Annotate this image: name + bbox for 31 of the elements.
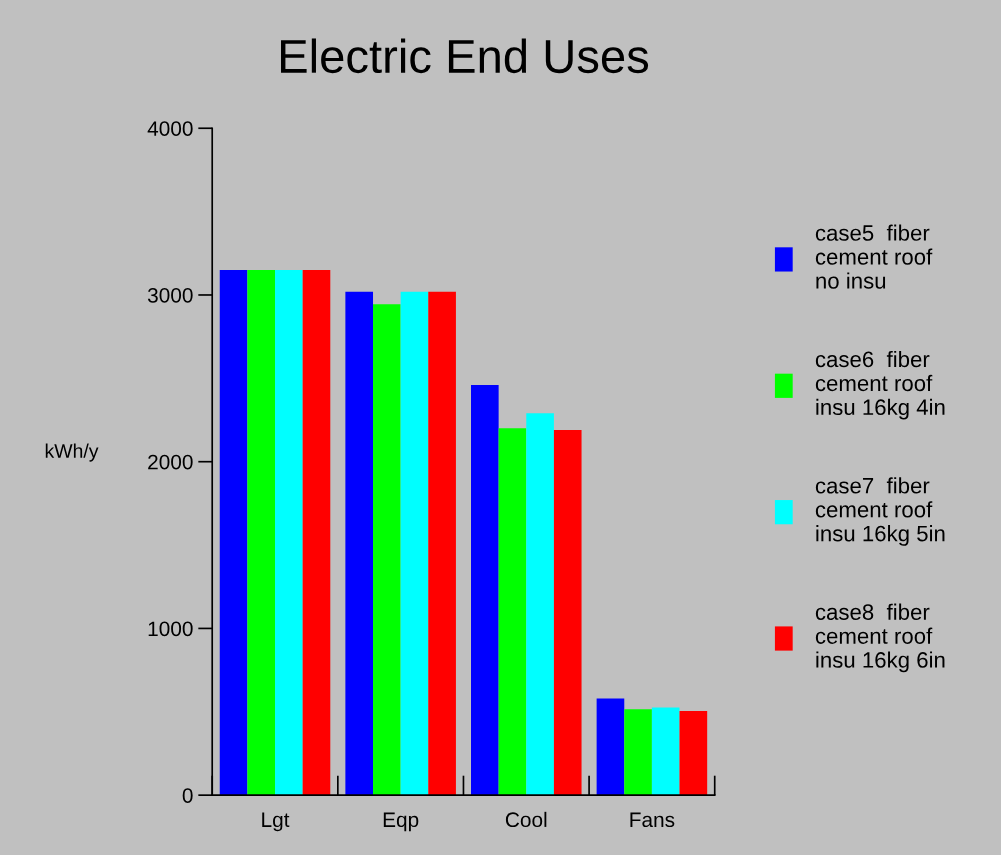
bar bbox=[400, 291, 429, 796]
bar bbox=[275, 269, 303, 796]
legend-label: case7 fiber cement roof insu 16kg 5in bbox=[815, 477, 945, 546]
x-tick-label: Eqp bbox=[383, 812, 419, 832]
y-tick-label: 2000 bbox=[148, 454, 193, 470]
chart-title: Electric End Uses bbox=[281, 38, 649, 74]
y-tick-label: 3000 bbox=[147, 287, 193, 303]
bar bbox=[219, 269, 248, 796]
x-tick-label: Cool bbox=[505, 811, 547, 828]
bar bbox=[302, 269, 331, 796]
y-tick-label: 1000 bbox=[148, 621, 193, 637]
bar bbox=[624, 709, 652, 796]
bar bbox=[471, 385, 499, 796]
bar bbox=[553, 430, 582, 796]
y-tick-label: 0 bbox=[182, 788, 193, 803]
legend-label: case8 fiber cement roof insu 16kg 6in bbox=[815, 603, 945, 673]
legend-label: case6 fiber cement roof insu 16kg 4in bbox=[815, 350, 945, 420]
y-tick-label: 4000 bbox=[147, 121, 193, 136]
bar bbox=[498, 428, 527, 796]
bar bbox=[428, 291, 456, 796]
x-tick-label: Fans bbox=[630, 812, 675, 828]
bar bbox=[373, 304, 401, 796]
bar bbox=[596, 698, 625, 796]
y-axis-title: kWh/y bbox=[45, 443, 99, 462]
bar bbox=[679, 710, 708, 796]
bar bbox=[651, 707, 680, 796]
bar bbox=[526, 413, 554, 796]
legend-label: case5 fiber cement roof no insu bbox=[815, 224, 933, 289]
bar bbox=[247, 269, 276, 796]
x-tick-label: Lgt bbox=[262, 812, 290, 832]
bar bbox=[345, 291, 374, 796]
